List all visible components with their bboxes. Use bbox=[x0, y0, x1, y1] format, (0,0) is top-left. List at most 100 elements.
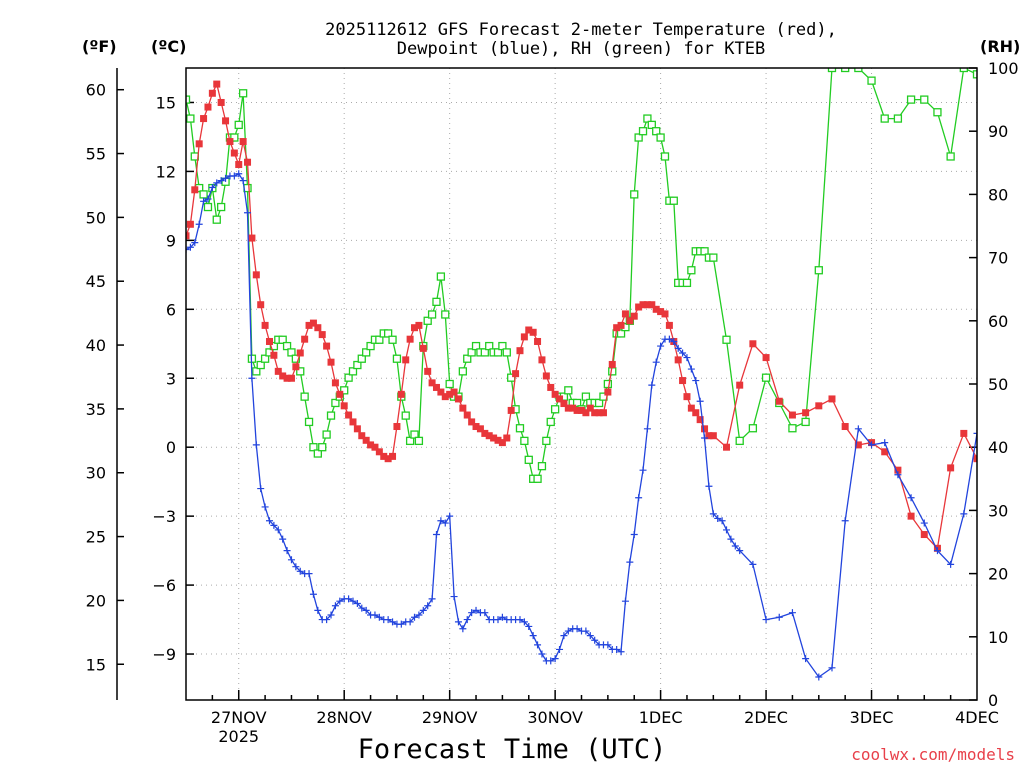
temperature-line bbox=[186, 82, 977, 550]
temperature-point bbox=[692, 409, 700, 417]
dewpoint-point bbox=[854, 425, 862, 433]
rh-point bbox=[348, 367, 358, 376]
temperature-point bbox=[345, 411, 353, 419]
dewpoint-point bbox=[679, 349, 687, 357]
rh-point bbox=[748, 424, 758, 433]
series-temperature bbox=[186, 80, 977, 552]
dewpoint-point bbox=[762, 616, 770, 624]
dewpoint-point bbox=[714, 514, 722, 522]
dewpoint-point bbox=[573, 625, 581, 633]
dewpoint-point bbox=[463, 616, 471, 624]
temperature-point bbox=[498, 439, 506, 447]
dewpoint-point bbox=[683, 354, 691, 362]
rh-point bbox=[520, 436, 529, 446]
dewpoint-point bbox=[468, 609, 476, 617]
dewpoint-point bbox=[208, 184, 216, 192]
temperature-point bbox=[472, 423, 480, 431]
temperature-point bbox=[239, 138, 247, 146]
dewpoint-point bbox=[204, 195, 212, 203]
temperature-point bbox=[802, 409, 810, 417]
rh-point bbox=[463, 354, 472, 363]
dewpoint-point bbox=[441, 519, 449, 527]
rh-point bbox=[375, 335, 384, 344]
dewpoint-point bbox=[437, 517, 445, 525]
dewpoint-point bbox=[881, 439, 889, 447]
rh-point bbox=[687, 266, 696, 275]
dewpoint-point bbox=[538, 650, 546, 658]
rh-point bbox=[669, 196, 678, 205]
temperature-point bbox=[762, 354, 770, 362]
rh-point bbox=[616, 329, 626, 338]
series-rh bbox=[186, 68, 977, 483]
temperature-point bbox=[476, 425, 484, 433]
temperature-point bbox=[230, 149, 238, 157]
temperature-point bbox=[679, 377, 687, 385]
celsius-tick-label: 3 bbox=[166, 369, 176, 388]
rh-point bbox=[550, 405, 560, 414]
rh-point bbox=[186, 114, 195, 123]
dewpoint-point bbox=[186, 246, 190, 254]
temperature-point bbox=[384, 455, 392, 463]
temperature-point bbox=[512, 370, 520, 378]
fahrenheit-tick-label: 60 bbox=[86, 81, 106, 100]
temperature-point bbox=[683, 393, 691, 401]
dewpoint-point bbox=[933, 547, 941, 555]
celsius-tick-label: 15 bbox=[156, 93, 176, 112]
temperature-point bbox=[560, 400, 568, 408]
rh-point bbox=[630, 190, 639, 199]
credit-text: coolwx.com/models bbox=[851, 745, 1015, 764]
dewpoint-point bbox=[586, 632, 594, 640]
temperature-point bbox=[854, 441, 862, 449]
rh-point bbox=[410, 430, 419, 439]
temperature-point bbox=[551, 390, 559, 398]
rh-point bbox=[441, 310, 450, 319]
temperature-point bbox=[639, 301, 647, 309]
temperature-point bbox=[687, 404, 695, 412]
dewpoint-point bbox=[525, 622, 533, 630]
rh-point bbox=[383, 329, 393, 338]
dewpoint-point bbox=[687, 365, 695, 373]
temperature-point bbox=[635, 303, 643, 311]
dewpoint-point bbox=[375, 613, 383, 621]
rh-tick-label: 100 bbox=[988, 59, 1019, 78]
dewpoint-point bbox=[200, 197, 208, 205]
dewpoint-point bbox=[841, 517, 849, 525]
dewpoint-point bbox=[411, 613, 419, 621]
temperature-point bbox=[463, 411, 471, 419]
temperature-point bbox=[815, 402, 823, 410]
rh-point bbox=[217, 202, 226, 212]
temperature-point bbox=[542, 372, 550, 380]
rh-point bbox=[203, 202, 213, 212]
dewpoint-point bbox=[613, 645, 621, 653]
rh-point bbox=[735, 436, 744, 446]
time-tick-label: 29NOV bbox=[422, 708, 478, 727]
dewpoint-point bbox=[353, 599, 361, 607]
rh-point bbox=[331, 398, 340, 408]
temperature-point bbox=[318, 331, 326, 339]
temperature-point bbox=[279, 372, 287, 380]
temperature-point bbox=[200, 115, 208, 123]
dewpoint-point bbox=[472, 606, 480, 614]
temperature-point bbox=[406, 335, 414, 343]
dewpoint-point bbox=[358, 604, 366, 612]
dewpoint-point bbox=[345, 595, 353, 603]
temperature-point bbox=[389, 452, 397, 460]
celsius-axis: 15 12 9 6 3 0 −3 −6 −9 bbox=[152, 93, 194, 664]
rh-point bbox=[814, 266, 823, 275]
temperature-point bbox=[613, 324, 621, 332]
rh-point bbox=[761, 373, 771, 382]
rh-point bbox=[634, 133, 643, 142]
dewpoint-point bbox=[481, 609, 489, 617]
dewpoint-point bbox=[657, 342, 665, 350]
rh-point bbox=[524, 455, 533, 464]
temperature-point bbox=[213, 80, 221, 88]
rh-point bbox=[709, 253, 718, 262]
dewpoint-point bbox=[428, 595, 436, 603]
rh-point bbox=[423, 316, 432, 325]
rh-point bbox=[467, 348, 476, 357]
grid bbox=[186, 68, 977, 700]
temperature-point bbox=[525, 326, 533, 334]
dewpoint-point bbox=[802, 655, 810, 663]
temperature-point bbox=[481, 429, 489, 437]
rh-point bbox=[572, 398, 582, 408]
